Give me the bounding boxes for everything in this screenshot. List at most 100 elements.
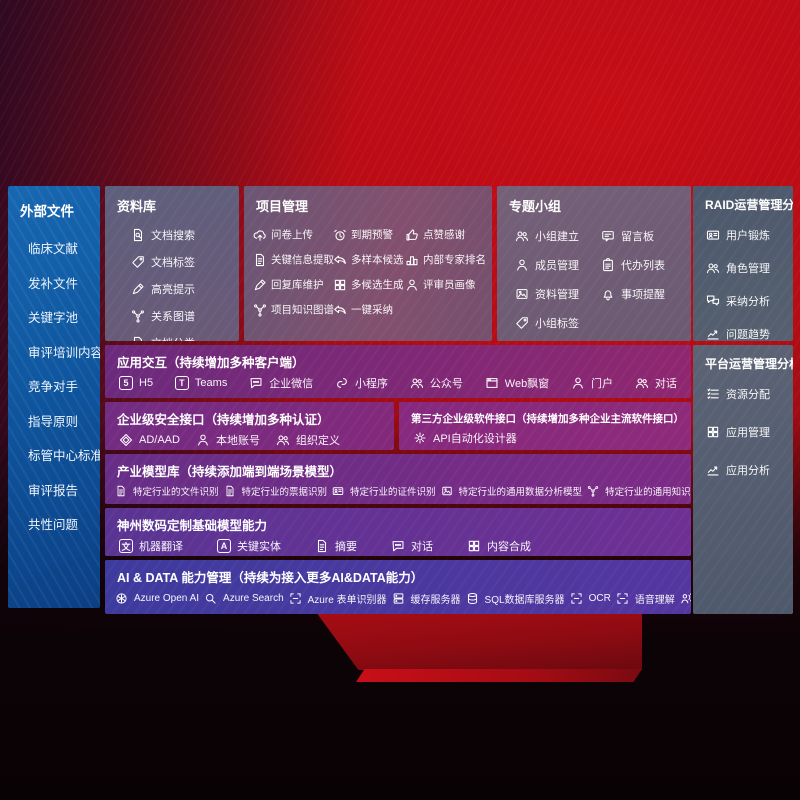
h5-badge-icon: 5 [119, 376, 133, 390]
feature-label: 一键采纳 [351, 304, 393, 316]
platform-items: 资源分配 应用管理 应用分析 [693, 376, 793, 478]
service-label: Azure Search [223, 593, 284, 604]
server-icon [392, 592, 405, 605]
feature-material-mgmt: 资料管理 [515, 286, 601, 302]
feature-resource-alloc: 资源分配 [706, 386, 785, 402]
auth-label: AD/AAD [139, 434, 180, 446]
feature-label: 应用分析 [726, 465, 770, 477]
library-items: 文档搜索 文档标签 高亮提示 关系图谱 文档分类 [105, 219, 239, 341]
capability-label: 机器翻译 [139, 541, 183, 553]
feature-relation-graph: 关系图谱 [131, 308, 231, 324]
service-ocr: OCR [570, 592, 611, 605]
doc-search-icon [131, 228, 145, 242]
diamond-icon [119, 433, 133, 447]
capability-label: 关键实体 [237, 541, 281, 553]
row-title: 产业模型库（持续添加端到端场景模型） [117, 465, 343, 479]
platform-analysis-panel: 平台运营管理分析 资源分配 应用管理 应用分析 [693, 345, 793, 614]
client-dialog: 对话 [635, 375, 677, 391]
model-label: 特定行业的通用知识图谱模型 [605, 487, 691, 498]
teams-badge-icon: T [174, 376, 189, 390]
client-official-account: 公众号 [410, 375, 463, 391]
feature-multi-sample: 多样本候选 [333, 252, 405, 267]
basemodels-items: 文机器翻译 A 关键实体 摘要 对话 内容合成 [105, 535, 691, 556]
aidata-items: Azure Open AI Azure Search Azure 表单识别器 缓… [105, 587, 691, 613]
bell-icon [601, 287, 615, 301]
model-file-recognition: 特定行业的文件识别 [115, 484, 219, 498]
capability-content-synthesis: 内容合成 [467, 538, 531, 554]
grid-icon [467, 539, 481, 553]
feature-knowledge-graph: 项目知识图谱 [253, 302, 334, 317]
reply-arrow-icon [333, 253, 347, 267]
base-models-row: 神州数码定制基础模型能力 文机器翻译 A 关键实体 摘要 对话 内容合成 [105, 508, 691, 556]
feature-label: 多候选生成 [351, 279, 404, 291]
model-label: 特定行业的证件识别 [350, 487, 436, 498]
feature-label: 内部专家排名 [423, 254, 486, 266]
capability-dialog: 对话 [391, 538, 433, 554]
panel-title: 平台运营管理分析 [705, 357, 793, 371]
service-label: OCR [588, 593, 611, 604]
scan-icon [616, 592, 629, 605]
service-form-recognizer: Azure 表单识别器 [289, 591, 387, 606]
feature-label: 到期预警 [351, 229, 393, 241]
panel-title: 专题小组 [509, 199, 562, 214]
document-icon [224, 485, 236, 497]
image-icon [441, 485, 453, 497]
service-label: Azure 表单识别器 [307, 595, 387, 606]
people-icon [410, 376, 424, 390]
row-title: 企业级安全接口（持续增加多种认证） [117, 413, 330, 427]
enterprise-security-row: 企业级安全接口（持续增加多种认证） AD/AAD 本地账号 组织定义 [105, 402, 394, 450]
feature-todo-list: 代办列表 [601, 257, 687, 273]
capability-summary: 摘要 [315, 538, 357, 554]
feature-label: 小组建立 [535, 231, 579, 243]
people-icon [276, 433, 290, 447]
id-card-icon [332, 485, 344, 497]
feature-group-create: 小组建立 [515, 228, 601, 244]
feature-label: 高亮提示 [151, 284, 195, 296]
sidebar-item-competitors: 竞争对手 [28, 380, 79, 394]
feature-label: 事项提醒 [621, 289, 665, 301]
scan-icon [289, 592, 302, 605]
feature-label: 问卷上传 [271, 229, 313, 241]
capability-key-entity: A 关键实体 [217, 538, 281, 554]
feature-reviewer-profile: 评审员画像 [405, 277, 485, 292]
panel-title: 外部文件 [20, 204, 74, 219]
feature-label: 留言板 [621, 231, 654, 243]
background-red-shape [316, 612, 642, 670]
feature-issue-trends: 问题趋势 [706, 326, 785, 341]
browser-window-icon [485, 376, 499, 390]
feature-doc-classify: 文档分类 [131, 335, 231, 341]
auth-ad-aad: AD/AAD [119, 433, 180, 447]
row-title: 应用交互（持续增加多种客户端） [117, 356, 305, 370]
client-label: 对话 [654, 378, 677, 390]
diagram-content: 外部文件 临床文献 发补文件 关键字池 审评培训内容 竞争对手 指导原则 标管中… [8, 186, 796, 614]
client-h5: 5 H5 [119, 376, 153, 390]
feature-label: 应用管理 [726, 427, 770, 439]
feature-label: 资源分配 [726, 389, 770, 401]
feature-reply-lib: 回复库维护 [253, 277, 333, 292]
panel-title: 项目管理 [256, 199, 309, 214]
capability-label: 内容合成 [487, 541, 531, 553]
app-interaction-row: 应用交互（持续增加多种客户端） 5 H5 T Teams 企业微信 小程序 公众号 … [105, 345, 691, 398]
feature-member-mgmt: 成员管理 [515, 257, 601, 273]
client-label: H5 [139, 377, 154, 389]
gear-icon [413, 431, 427, 445]
reply-arrow-icon [333, 303, 347, 317]
capability-label: 对话 [411, 541, 433, 553]
client-miniprogram: 小程序 [335, 375, 388, 391]
feature-key-info-extract: 关键信息提取 [253, 252, 334, 267]
row-title: AI & DATA 能力管理（持续为接入更多AI&DATA能力） [117, 571, 424, 585]
industry-models-row: 产业模型库（持续添加端到端场景模型） 特定行业的文件识别 特定行业的票据识别 特… [105, 454, 691, 504]
openai-icon [115, 592, 128, 605]
feature-label: 评审员画像 [423, 279, 476, 291]
feature-doc-search: 文档搜索 [131, 227, 231, 243]
capability-label: 摘要 [335, 541, 357, 553]
graph-icon [131, 309, 145, 323]
search-icon [204, 592, 217, 605]
feature-label: 用户锻炼 [726, 230, 770, 242]
auth-label: 组织定义 [295, 435, 340, 447]
interaction-items: 5 H5 T Teams 企业微信 小程序 公众号 Web飘窗 门户 对话 [105, 372, 691, 397]
speaker-person-icon [680, 592, 691, 605]
feature-group-tags: 小组标签 [515, 315, 601, 331]
graph-icon [587, 485, 599, 497]
